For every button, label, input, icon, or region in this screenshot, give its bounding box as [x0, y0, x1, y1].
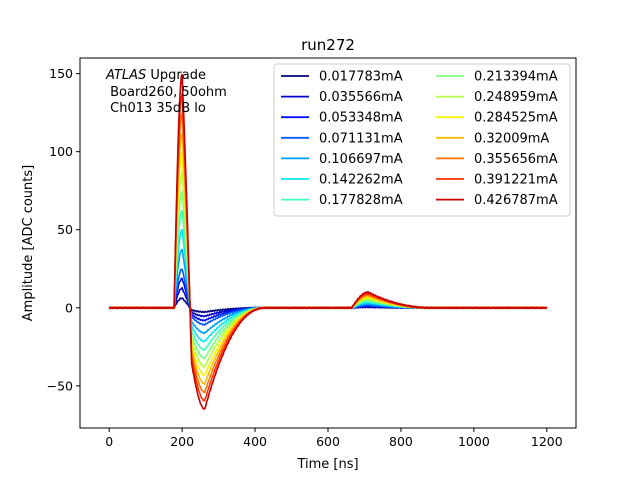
legend-label: 0.142262mA — [319, 173, 403, 188]
legend-item: 0.177828mA — [281, 193, 403, 208]
legend-item: 0.32009mA — [436, 131, 549, 146]
y-axis-label: Amplitude [ADC counts] — [21, 165, 36, 321]
y-tick-label: −50 — [47, 378, 73, 393]
legend-label: 0.177828mA — [319, 193, 403, 208]
x-tick-label: 800 — [389, 434, 413, 449]
legend-label: 0.017783mA — [319, 70, 403, 85]
x-tick-label: 400 — [243, 434, 267, 449]
legend-item: 0.213394mA — [436, 70, 558, 85]
legend-item: 0.284525mA — [436, 111, 558, 126]
annotation-line-2: Board260, 50ohm — [106, 85, 227, 100]
legend-item: 0.142262mA — [281, 173, 403, 188]
y-tick-label: 0 — [65, 300, 73, 315]
atlas-annotation: ATLAS Upgrade Board260, 50ohm Ch013 35dB… — [105, 68, 227, 116]
legend-label: 0.248959mA — [474, 90, 558, 105]
y-tick-label: 100 — [49, 144, 73, 159]
legend-label: 0.355656mA — [474, 152, 558, 167]
legend-label: 0.213394mA — [474, 70, 558, 85]
legend-label: 0.071131mA — [319, 131, 403, 146]
annotation-line-1: ATLAS Upgrade — [105, 68, 206, 83]
legend-item: 0.035566mA — [281, 90, 403, 105]
x-tick-label: 1200 — [531, 434, 563, 449]
x-axis: 0 200 400 600 800 1000 1200 — [105, 428, 563, 449]
legend-item: 0.391221mA — [436, 173, 558, 188]
legend-item: 0.071131mA — [281, 131, 403, 146]
legend-label: 0.32009mA — [474, 131, 549, 146]
y-axis: −50 0 50 100 150 — [47, 66, 80, 393]
x-tick-label: 600 — [316, 434, 340, 449]
legend-label: 0.106697mA — [319, 152, 403, 167]
legend-label: 0.284525mA — [474, 111, 558, 126]
legend-item: 0.426787mA — [436, 193, 558, 208]
y-tick-label: 150 — [49, 66, 73, 81]
x-axis-label: Time [ns] — [296, 457, 358, 472]
x-tick-label: 0 — [105, 434, 113, 449]
legend-item: 0.248959mA — [436, 90, 558, 105]
legend-box — [273, 63, 571, 217]
legend: 0.017783mA 0.035566mA 0.053348mA 0.071131mA… — [273, 63, 571, 217]
y-tick-label: 50 — [57, 222, 73, 237]
legend-label: 0.391221mA — [474, 173, 558, 188]
series-line-0.426787mA — [108, 73, 548, 410]
legend-item: 0.053348mA — [281, 111, 403, 126]
atlas-suffix: Upgrade — [146, 68, 206, 83]
annotation-line-3: Ch013 35dB lo — [106, 101, 206, 116]
atlas-label: ATLAS — [105, 68, 146, 83]
legend-label: 0.035566mA — [319, 90, 403, 105]
legend-label: 0.053348mA — [319, 111, 403, 126]
legend-item: 0.355656mA — [436, 152, 558, 167]
legend-item: 0.017783mA — [281, 70, 403, 85]
legend-item: 0.106697mA — [281, 152, 403, 167]
series-layer — [108, 73, 548, 410]
legend-label: 0.426787mA — [474, 193, 558, 208]
x-tick-label: 200 — [170, 434, 194, 449]
chart-title: run272 — [301, 36, 355, 54]
x-tick-label: 1000 — [458, 434, 490, 449]
